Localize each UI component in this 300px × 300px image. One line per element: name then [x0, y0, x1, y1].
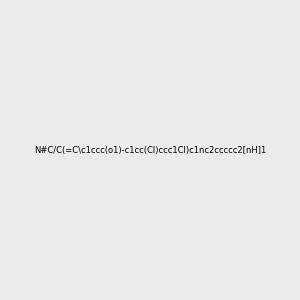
Text: N#C/C(=C\c1ccc(o1)-c1cc(Cl)ccc1Cl)c1nc2ccccc2[nH]1: N#C/C(=C\c1ccc(o1)-c1cc(Cl)ccc1Cl)c1nc2c… — [34, 146, 266, 154]
